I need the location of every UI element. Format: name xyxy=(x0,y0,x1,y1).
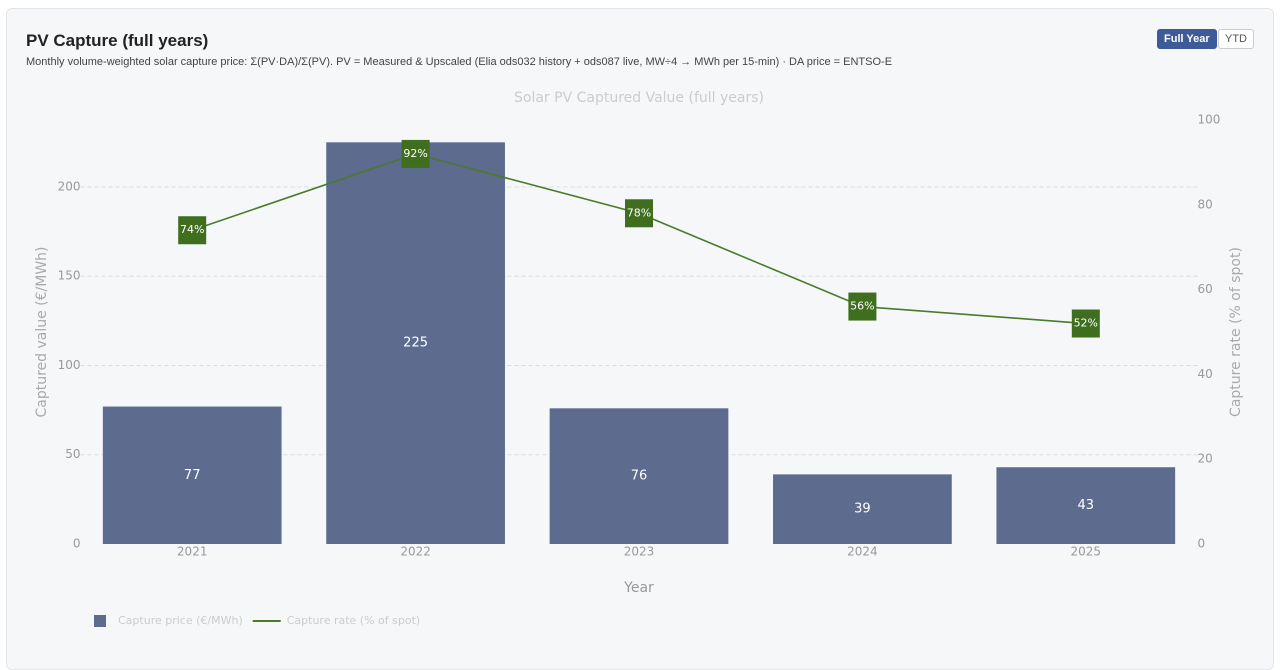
x-tick-label: 2023 xyxy=(624,545,655,559)
bar xyxy=(549,408,729,544)
legend-label: Capture price (€/MWh) xyxy=(118,614,243,627)
y-tick-label: 0 xyxy=(73,537,81,551)
y2-tick-label: 40 xyxy=(1198,367,1213,381)
y-tick-label: 150 xyxy=(58,269,81,283)
y2-tick-label: 80 xyxy=(1198,197,1213,211)
point-value-label: 52% xyxy=(1074,317,1098,330)
chart-title: Solar PV Captured Value (full years) xyxy=(514,90,764,106)
bar xyxy=(326,142,505,544)
x-tick-label: 2022 xyxy=(400,545,431,559)
point-label-box xyxy=(625,199,653,228)
card: PV Capture (full years) Monthly volume-w… xyxy=(6,8,1274,670)
card-subtitle: Monthly volume-weighted solar capture pr… xyxy=(26,56,893,68)
x-axis-label: Year xyxy=(623,580,654,596)
bar-value-label: 39 xyxy=(854,502,871,517)
card-title: PV Capture (full years) xyxy=(26,31,209,50)
y-axis-label: Captured value (€/MWh) xyxy=(34,246,50,417)
y2-tick-label: 100 xyxy=(1198,113,1221,127)
point-value-label: 74% xyxy=(180,223,204,236)
point-label-box xyxy=(178,216,207,245)
bar-value-label: 225 xyxy=(403,336,428,351)
y-tick-label: 50 xyxy=(65,447,80,461)
point-value-label: 56% xyxy=(850,300,874,313)
chart: Solar PV Captured Value (full years) Yea… xyxy=(34,90,1244,627)
x-tick-label: 2021 xyxy=(177,545,208,559)
y-tick-label: 200 xyxy=(58,179,81,193)
bar-value-label: 77 xyxy=(184,468,201,483)
y2-tick-label: 20 xyxy=(1198,452,1213,466)
point-label-box xyxy=(848,292,877,321)
bar xyxy=(102,406,282,544)
x-tick-label: 2025 xyxy=(1071,545,1102,559)
bar-value-label: 76 xyxy=(631,469,648,484)
y-tick-label: 100 xyxy=(58,358,81,372)
full-year-button[interactable]: Full Year xyxy=(1157,29,1217,49)
y2-axis-label: Capture rate (% of spot) xyxy=(1228,247,1244,417)
bar-value-label: 43 xyxy=(1078,498,1095,513)
bar xyxy=(996,467,1176,544)
x-tick-label: 2024 xyxy=(847,545,878,559)
point-value-label: 78% xyxy=(627,206,651,219)
legend-swatch xyxy=(94,615,106,627)
point-value-label: 92% xyxy=(403,147,427,160)
y2-tick-label: 0 xyxy=(1198,537,1206,551)
point-label-box xyxy=(1071,309,1100,338)
point-label-box xyxy=(401,139,430,168)
bar xyxy=(773,474,952,544)
legend-label: Capture rate (% of spot) xyxy=(287,614,420,627)
ytd-button[interactable]: YTD xyxy=(1218,29,1254,49)
page: PV Capture (full years) Monthly volume-w… xyxy=(6,8,1274,670)
y2-tick-label: 60 xyxy=(1198,282,1213,296)
